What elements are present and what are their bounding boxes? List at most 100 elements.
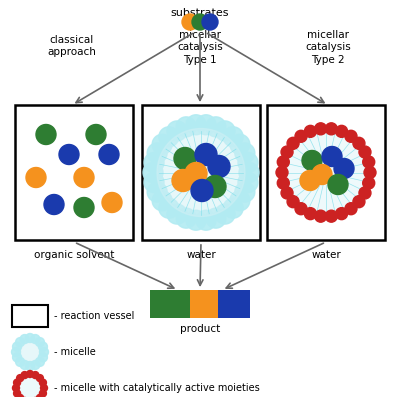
Circle shape: [147, 182, 167, 202]
Circle shape: [359, 187, 371, 199]
Circle shape: [238, 152, 258, 173]
Circle shape: [35, 357, 44, 366]
Bar: [12, 305, 48, 327]
Circle shape: [31, 335, 40, 343]
Circle shape: [144, 152, 164, 173]
Circle shape: [345, 130, 357, 142]
Circle shape: [304, 208, 316, 220]
Circle shape: [144, 172, 164, 193]
Circle shape: [99, 145, 119, 164]
Bar: [267, 105, 385, 240]
Circle shape: [176, 208, 196, 228]
Bar: [150, 290, 190, 318]
Circle shape: [208, 156, 230, 177]
Text: substrates: substrates: [171, 8, 229, 18]
Circle shape: [195, 143, 217, 166]
Circle shape: [281, 146, 293, 158]
Circle shape: [18, 376, 42, 397]
Circle shape: [277, 156, 289, 168]
Circle shape: [152, 191, 172, 211]
Circle shape: [196, 210, 216, 230]
Circle shape: [17, 375, 24, 382]
Text: - reaction vessel: - reaction vessel: [54, 311, 134, 321]
Circle shape: [159, 198, 179, 218]
Circle shape: [204, 175, 226, 197]
Circle shape: [304, 125, 316, 137]
Text: product: product: [180, 324, 220, 334]
Circle shape: [287, 137, 299, 149]
Text: micellar
catalysis
Type 2: micellar catalysis Type 2: [305, 30, 351, 65]
Circle shape: [223, 198, 243, 218]
Circle shape: [38, 353, 48, 362]
Circle shape: [363, 177, 375, 189]
Circle shape: [40, 347, 48, 357]
Circle shape: [17, 394, 24, 397]
Circle shape: [35, 337, 44, 347]
Circle shape: [206, 117, 226, 137]
Circle shape: [21, 372, 28, 379]
Circle shape: [172, 170, 194, 191]
Circle shape: [59, 145, 79, 164]
Circle shape: [31, 360, 40, 370]
Circle shape: [36, 125, 56, 145]
Circle shape: [174, 148, 196, 170]
Circle shape: [235, 182, 255, 202]
Circle shape: [12, 347, 20, 357]
Circle shape: [167, 121, 187, 141]
Circle shape: [74, 197, 94, 218]
Circle shape: [102, 193, 122, 212]
Circle shape: [325, 210, 337, 222]
Text: micellar
catalysis
Type 1: micellar catalysis Type 1: [177, 30, 223, 65]
Text: water: water: [311, 250, 341, 260]
Circle shape: [196, 115, 216, 135]
Circle shape: [14, 379, 20, 386]
Circle shape: [328, 175, 348, 195]
Circle shape: [276, 166, 288, 179]
Circle shape: [44, 195, 64, 214]
Circle shape: [364, 166, 376, 179]
Circle shape: [36, 375, 43, 382]
Circle shape: [18, 340, 42, 364]
Circle shape: [38, 342, 48, 351]
Circle shape: [40, 379, 46, 386]
Circle shape: [167, 204, 187, 224]
Circle shape: [223, 127, 243, 147]
Bar: [142, 105, 260, 240]
Circle shape: [206, 208, 226, 228]
Circle shape: [230, 134, 250, 154]
Circle shape: [325, 123, 337, 135]
Circle shape: [176, 117, 196, 137]
Circle shape: [277, 177, 289, 189]
Circle shape: [16, 337, 25, 347]
Circle shape: [147, 143, 167, 163]
Circle shape: [363, 156, 375, 168]
Text: organic solvent: organic solvent: [34, 250, 114, 260]
Circle shape: [286, 133, 366, 212]
Text: - micelle with catalytically active moieties: - micelle with catalytically active moie…: [54, 383, 260, 393]
Circle shape: [86, 125, 106, 145]
Circle shape: [32, 372, 39, 379]
Circle shape: [14, 390, 20, 397]
Circle shape: [202, 14, 218, 30]
Circle shape: [281, 187, 293, 199]
Circle shape: [12, 385, 20, 391]
Circle shape: [186, 210, 206, 230]
Text: water: water: [186, 250, 216, 260]
Text: classical
approach: classical approach: [48, 35, 96, 58]
Circle shape: [26, 362, 34, 370]
Circle shape: [215, 204, 235, 224]
Circle shape: [345, 203, 357, 215]
Circle shape: [334, 158, 354, 179]
Circle shape: [353, 196, 365, 208]
Circle shape: [235, 143, 255, 163]
Circle shape: [302, 150, 322, 170]
Circle shape: [238, 172, 258, 193]
Circle shape: [182, 14, 198, 30]
Circle shape: [152, 134, 172, 154]
Circle shape: [295, 130, 307, 142]
Circle shape: [143, 162, 163, 183]
Circle shape: [336, 125, 348, 137]
Bar: [190, 290, 218, 318]
Circle shape: [40, 390, 46, 397]
Circle shape: [315, 123, 327, 135]
